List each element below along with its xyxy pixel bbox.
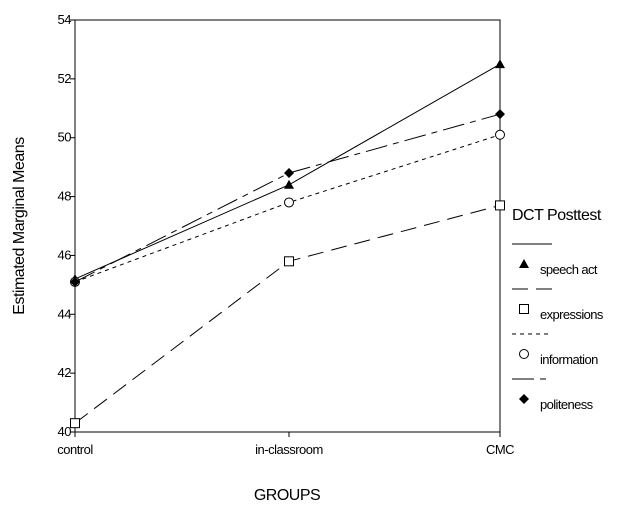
- diamond-marker: [284, 168, 294, 179]
- square-marker: [495, 200, 505, 211]
- diamond-marker: [70, 276, 80, 287]
- plot-area: [74, 19, 501, 433]
- series-line: [74, 204, 501, 424]
- y-tick-label: 52: [58, 71, 72, 86]
- legend-label: expressions: [540, 307, 604, 322]
- series-line: [74, 134, 501, 283]
- legend: DCT Posttest speech act expressions inform…: [512, 207, 604, 412]
- circle-marker: [519, 349, 529, 359]
- plot-frame: [74, 19, 501, 433]
- y-tick-label: 48: [58, 189, 72, 204]
- x-tick-label: control: [57, 442, 93, 457]
- triangle-marker: [495, 59, 505, 69]
- legend-item: politeness: [512, 378, 594, 412]
- y-tick-label: 44: [58, 306, 72, 321]
- square-marker: [284, 256, 294, 267]
- y-tick-label: 54: [58, 12, 72, 27]
- diamond-marker: [495, 109, 505, 120]
- diamond-marker: [519, 394, 529, 404]
- legend-item: speech act: [512, 243, 598, 277]
- y-axis: 40 42 44 46 48 50 52 54: [58, 12, 75, 439]
- legend-item: expressions: [512, 288, 604, 322]
- x-axis: control in-classroom CMC: [57, 432, 515, 457]
- y-tick-label: 40: [58, 424, 72, 439]
- triangle-marker: [519, 259, 529, 268]
- triangle-marker: [284, 179, 294, 189]
- legend-label: speech act: [540, 262, 598, 277]
- x-axis-title: GROUPS: [254, 487, 320, 504]
- circle-marker: [284, 197, 294, 208]
- square-marker: [70, 418, 80, 429]
- legend-item: information: [512, 333, 599, 367]
- square-marker: [519, 304, 529, 314]
- y-tick-label: 42: [58, 365, 72, 380]
- legend-label: politeness: [540, 397, 594, 412]
- x-tick-label: CMC: [486, 442, 514, 457]
- series-layer: [70, 59, 505, 429]
- x-tick-label: in-classroom: [255, 442, 323, 457]
- legend-title: DCT Posttest: [512, 207, 602, 224]
- y-tick-label: 50: [58, 130, 72, 145]
- y-tick-label: 46: [58, 247, 72, 262]
- circle-marker: [495, 129, 505, 140]
- legend-label: information: [540, 352, 598, 367]
- series-politeness: [70, 109, 505, 287]
- y-axis-title: Estimated Marginal Means: [11, 137, 28, 315]
- series-expressions: [70, 200, 505, 429]
